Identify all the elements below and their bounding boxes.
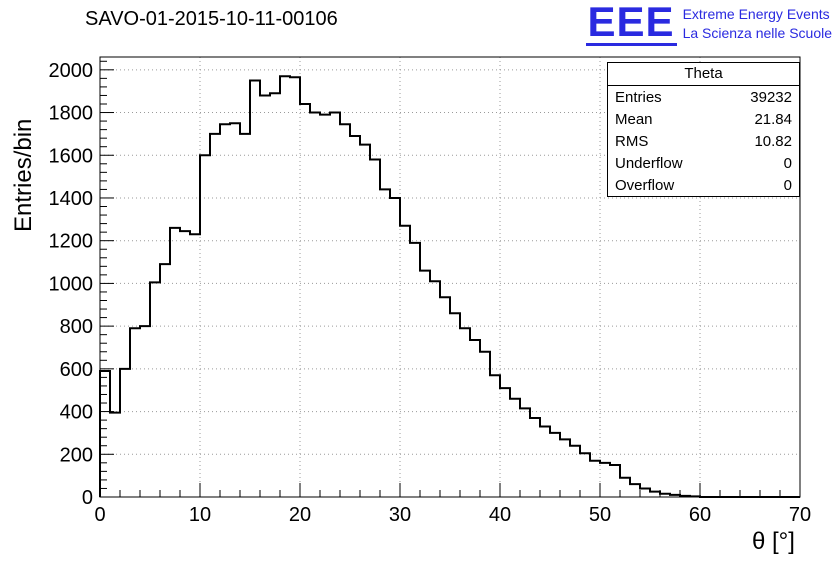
stats-value: 0 xyxy=(783,154,792,172)
stats-row-entries: Entries 39232 xyxy=(608,86,799,108)
eee-logo-subtitle: Extreme Energy Events La Scienza nelle S… xyxy=(683,2,832,43)
eee-subtitle-line2: La Scienza nelle Scuole xyxy=(682,24,832,41)
stats-box-title: Theta xyxy=(608,63,799,86)
svg-text:1000: 1000 xyxy=(49,273,94,295)
stats-label: Underflow xyxy=(615,154,683,172)
svg-text:70: 70 xyxy=(789,504,811,526)
stats-value: 39232 xyxy=(750,88,792,106)
svg-text:1600: 1600 xyxy=(49,145,94,167)
svg-text:60: 60 xyxy=(689,504,711,526)
svg-text:30: 30 xyxy=(389,504,411,526)
svg-text:1800: 1800 xyxy=(49,103,94,125)
stats-label: Entries xyxy=(615,88,662,106)
stats-value: 0 xyxy=(783,176,792,194)
stats-label: Mean xyxy=(615,110,653,128)
stats-row-mean: Mean 21.84 xyxy=(608,108,799,130)
stats-row-overflow: Overflow 0 xyxy=(608,174,799,196)
svg-text:0: 0 xyxy=(82,487,93,509)
eee-subtitle-line1: Extreme Energy Events xyxy=(682,6,830,22)
svg-text:50: 50 xyxy=(589,504,611,526)
stats-label: RMS xyxy=(615,132,649,150)
stats-row-rms: RMS 10.82 xyxy=(608,130,799,152)
svg-text:40: 40 xyxy=(489,504,511,526)
x-axis-label: θ [°] xyxy=(752,528,795,555)
stats-value: 21.84 xyxy=(754,110,792,128)
y-axis-label: Entries/bin xyxy=(10,118,37,232)
stats-value: 10.82 xyxy=(754,132,792,150)
svg-text:20: 20 xyxy=(289,504,311,526)
stats-row-underflow: Underflow 0 xyxy=(608,152,799,174)
svg-text:2000: 2000 xyxy=(49,60,94,82)
svg-text:200: 200 xyxy=(60,444,93,466)
eee-logo-text: EEE xyxy=(585,0,677,46)
svg-text:0: 0 xyxy=(94,504,105,526)
svg-text:1400: 1400 xyxy=(49,188,94,210)
svg-text:600: 600 xyxy=(60,359,93,381)
stats-box: Theta Entries 39232 Mean 21.84 RMS 10.82… xyxy=(607,62,800,197)
stats-label: Overflow xyxy=(615,176,675,194)
svg-text:1200: 1200 xyxy=(49,231,94,253)
svg-text:10: 10 xyxy=(189,504,211,526)
svg-text:800: 800 xyxy=(60,316,93,338)
svg-text:400: 400 xyxy=(60,402,93,424)
eee-logo: EEE Extreme Energy Events La Scienza nel… xyxy=(585,0,832,46)
page-title: SAVO-01-2015-10-11-00106 xyxy=(85,8,338,30)
